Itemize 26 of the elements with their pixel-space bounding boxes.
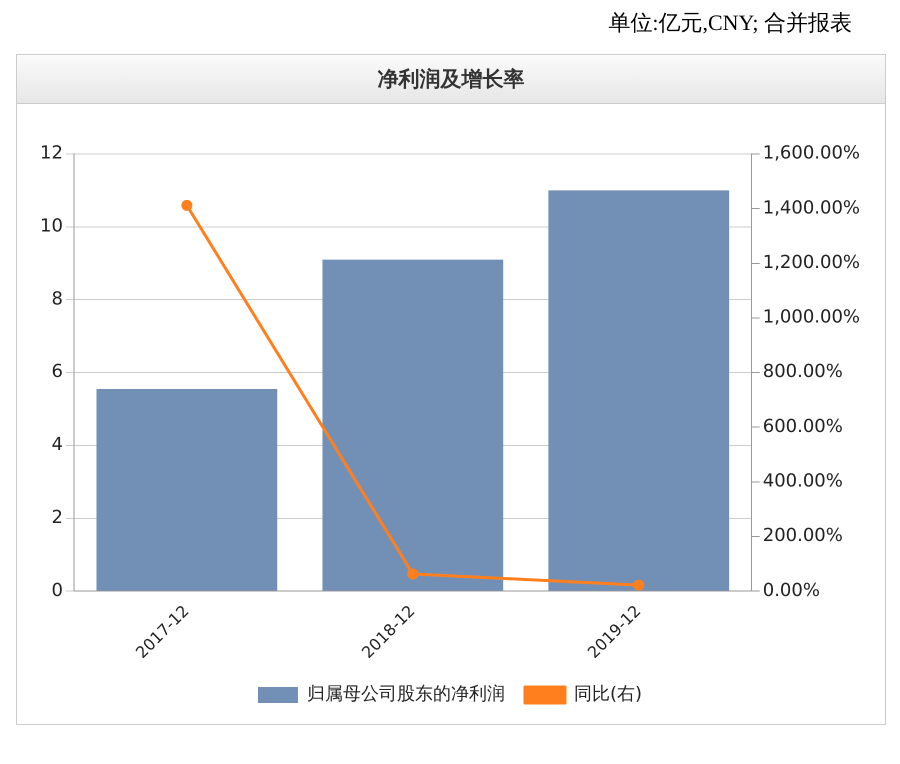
- point: [407, 568, 418, 580]
- y2-tick-label: 1,400.00%: [762, 197, 860, 218]
- y-tick-label: 2: [51, 506, 63, 528]
- y-tick-label: 4: [51, 434, 63, 456]
- y2-tick-label: 200.00%: [762, 525, 843, 546]
- y2-tick-label: 1,200.00%: [762, 252, 860, 273]
- y2-tick-label: 0.00%: [762, 580, 820, 601]
- legend-label: 同比(右): [574, 684, 642, 705]
- y2-tick-label: 600.00%: [762, 416, 843, 437]
- chart-title: 净利润及增长率: [17, 55, 885, 104]
- y-tick-label: 6: [51, 361, 63, 382]
- y2-tick-label: 1,600.00%: [762, 142, 860, 164]
- point: [181, 200, 192, 211]
- legend-label: 归属母公司股东的净利润: [306, 684, 505, 705]
- y-tick-label: 8: [51, 288, 63, 310]
- point: [633, 580, 644, 591]
- y2-tick-label: 1,000.00%: [762, 306, 860, 328]
- text: 单位:亿元,CNY; 合并报表: [607, 9, 853, 37]
- y2-tick-label: 400.00%: [762, 470, 843, 492]
- y-tick-label: 12: [40, 142, 63, 164]
- bar: [96, 388, 278, 591]
- bar: [322, 260, 504, 591]
- bar: [548, 190, 730, 591]
- y-tick-label: 10: [40, 216, 63, 237]
- y2-tick-label: 800.00%: [762, 361, 843, 382]
- y-tick-label: 0: [51, 580, 63, 601]
